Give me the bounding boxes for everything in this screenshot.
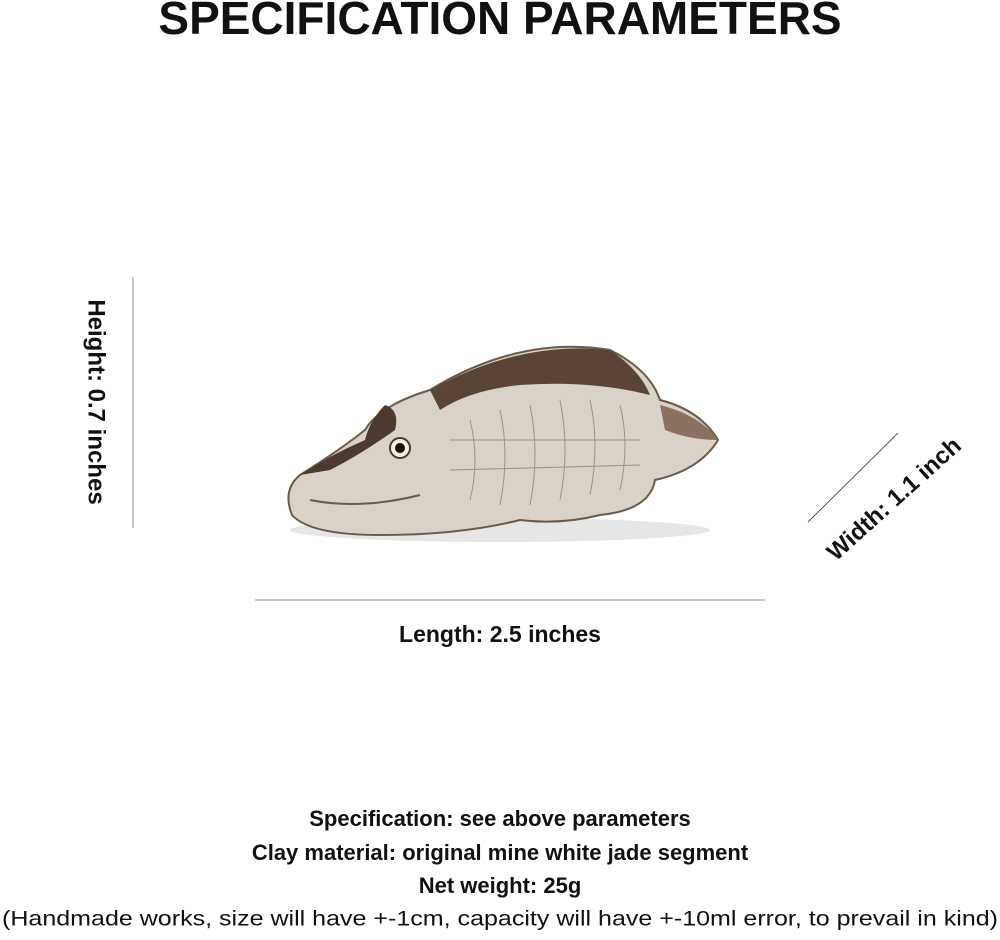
detail-line: Net weight: 25g [419,873,582,898]
width-line [807,432,899,523]
width-label: Width: 1.1 inch [822,432,967,566]
length-label: Length: 2.5 inches [399,621,601,647]
detail-line: Clay material: original mine white jade … [252,840,749,865]
detail-line: Specification: see above parameters [309,806,691,831]
height-label: Height: 0.7 inches [83,299,110,504]
crocodile-figurine [287,345,720,542]
detail-note: (Handmade works, size will have +-1cm, c… [2,908,998,931]
title: SPECIFICATION PARAMETERS [158,0,841,44]
